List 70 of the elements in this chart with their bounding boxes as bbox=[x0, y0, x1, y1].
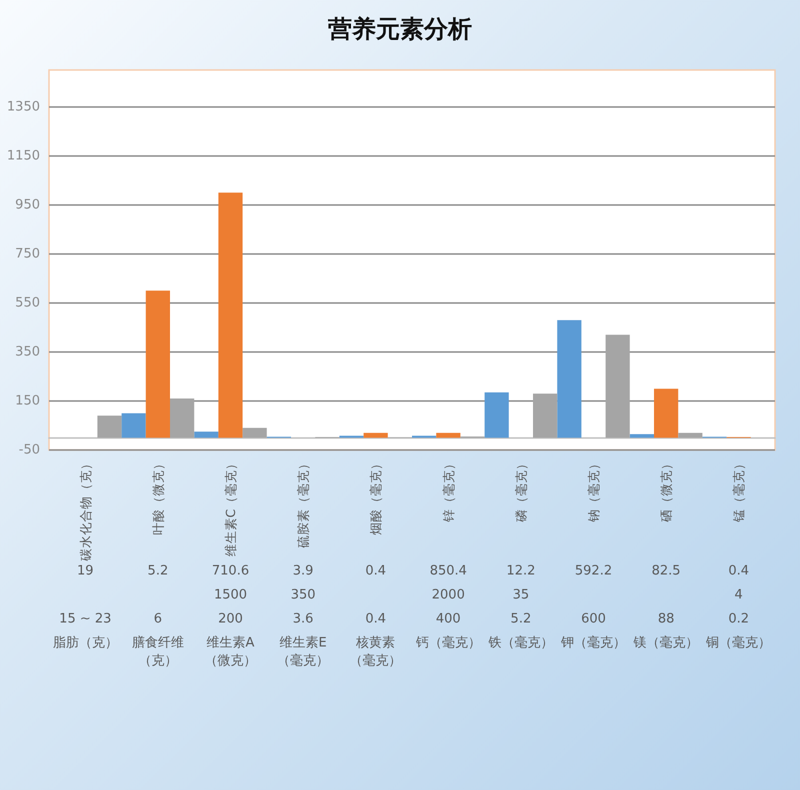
x-tick-label: 锰（毫克） bbox=[731, 457, 746, 523]
text: 镁（毫克） bbox=[632, 634, 699, 650]
bar bbox=[218, 192, 243, 438]
y-tick-label: -50 bbox=[18, 442, 40, 458]
text: 400 bbox=[436, 612, 461, 626]
text: 1500 bbox=[214, 588, 248, 602]
bar bbox=[533, 394, 558, 438]
text: 12.2 bbox=[506, 564, 536, 578]
bar bbox=[606, 334, 630, 438]
y-tick-label: 750 bbox=[15, 246, 40, 262]
text: 0.4 bbox=[365, 564, 386, 578]
bar bbox=[242, 428, 267, 438]
text: 850.4 bbox=[430, 564, 467, 578]
text: 0.4 bbox=[728, 564, 750, 578]
text: 铜（毫克） bbox=[705, 634, 772, 650]
text: 82.5 bbox=[652, 564, 681, 578]
bar bbox=[630, 434, 654, 438]
y-tick-label: 950 bbox=[15, 197, 40, 212]
bar bbox=[146, 290, 170, 438]
text: 0.4 bbox=[365, 612, 386, 626]
x-tick-label: 叶酸（微克） bbox=[150, 457, 166, 535]
bar bbox=[484, 392, 509, 438]
bar bbox=[654, 388, 678, 438]
text: 6 bbox=[154, 612, 162, 626]
y-tick-label: 150 bbox=[15, 393, 40, 408]
bar bbox=[557, 320, 582, 438]
text: 3.6 bbox=[292, 612, 314, 626]
text: 35 bbox=[512, 588, 530, 602]
text: 膳食纤维（克） bbox=[132, 634, 184, 668]
x-tick-label: 钠（毫克） bbox=[586, 457, 601, 523]
text: 维生素A（微克） bbox=[204, 636, 256, 668]
text: 0.2 bbox=[728, 612, 750, 626]
x-tick-label: 碳水化合物（克） bbox=[78, 457, 93, 562]
text: 19 bbox=[77, 564, 94, 578]
text: 600 bbox=[581, 612, 606, 626]
text: 铁（毫克） bbox=[487, 634, 554, 650]
text: 脂肪（克） bbox=[52, 636, 118, 650]
text: 200 bbox=[218, 612, 243, 626]
text: 维生素E（毫克） bbox=[277, 636, 330, 668]
x-tick-label: 维生素C（毫克） bbox=[223, 457, 238, 557]
text: 4 bbox=[734, 588, 743, 602]
bar bbox=[97, 416, 122, 438]
x-tick-label: 硫胺素（毫克） bbox=[296, 457, 311, 548]
x-tick-label: 磷（毫克） bbox=[513, 457, 528, 523]
y-tick-label: 1350 bbox=[6, 99, 40, 114]
text: 3.9 bbox=[292, 564, 314, 578]
text: 钾（毫克） bbox=[560, 634, 626, 650]
bar bbox=[364, 432, 388, 438]
bar bbox=[436, 432, 460, 438]
x-tick-label: 烟酸（毫克） bbox=[368, 457, 384, 535]
bar bbox=[678, 432, 702, 438]
text: 710.6 bbox=[212, 564, 250, 578]
text: 5.2 bbox=[510, 612, 532, 626]
text: 2000 bbox=[432, 588, 465, 602]
y-tick-label: 1150 bbox=[6, 148, 40, 164]
text: 592.2 bbox=[574, 564, 612, 578]
bar bbox=[194, 432, 218, 438]
y-tick-label: 550 bbox=[15, 295, 40, 310]
y-tick-label: 350 bbox=[15, 344, 40, 360]
bar bbox=[170, 398, 194, 438]
x-tick-label: 硒（微克） bbox=[658, 457, 674, 523]
bar bbox=[122, 413, 146, 438]
text: 5.2 bbox=[148, 564, 168, 578]
x-tick-label: 锌（毫克） bbox=[440, 457, 456, 523]
text: 核黄素（毫克） bbox=[350, 636, 402, 668]
chart-title: 营养元素分析 bbox=[327, 16, 472, 43]
text: 350 bbox=[290, 588, 316, 602]
text: 钙（毫克） bbox=[414, 634, 481, 650]
text: 88 bbox=[658, 612, 674, 626]
text: 15 ~ 23 bbox=[59, 612, 112, 626]
